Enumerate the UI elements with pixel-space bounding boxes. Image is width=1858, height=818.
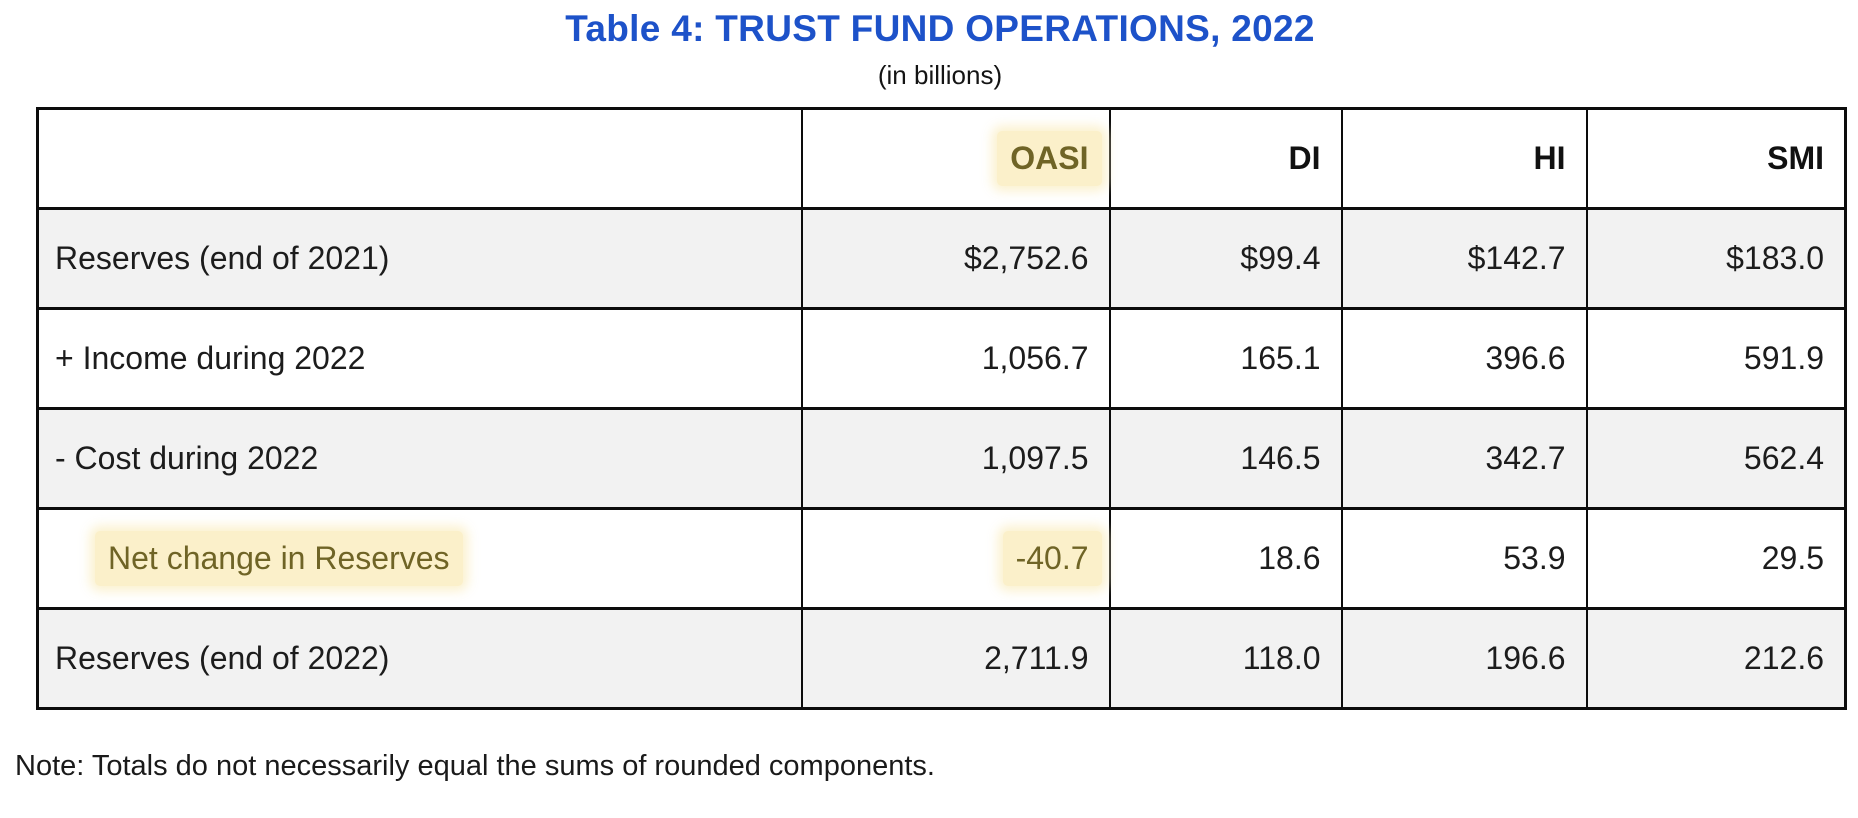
cell-smi: $183.0: [1585, 206, 1847, 310]
table-subtitle: (in billions): [877, 59, 1003, 90]
cell-smi: 591.9: [1585, 306, 1847, 410]
trust-fund-operations-table: OASI DI HI SMI Reserves (end of 2021) $2…: [36, 106, 1847, 710]
header-cell-hi: HI: [1340, 106, 1588, 210]
table-row-income-2022: + Income during 2022 1,056.7 165.1 396.6…: [36, 306, 1847, 410]
table-row-reserves-2021: Reserves (end of 2021) $2,752.6 $99.4 $1…: [36, 206, 1847, 310]
header-cell-oasi: OASI: [800, 106, 1111, 210]
cell-oasi: 1,097.5: [800, 406, 1111, 510]
cell-smi: 29.5: [1585, 506, 1847, 610]
cell-oasi: $2,752.6: [800, 206, 1111, 310]
row-label: Reserves (end of 2021): [36, 206, 803, 310]
header-row: OASI DI HI SMI: [36, 106, 1847, 210]
cell-oasi: 1,056.7: [800, 306, 1111, 410]
header-cell-empty: [36, 106, 803, 210]
table-row-reserves-2022: Reserves (end of 2022) 2,711.9 118.0 196…: [36, 606, 1847, 710]
row-label: + Income during 2022: [36, 306, 803, 410]
cell-hi: $142.7: [1340, 206, 1588, 310]
table-note: Note: Totals do not necessarily equal th…: [15, 749, 935, 782]
cell-oasi: -40.7: [800, 506, 1111, 610]
cell-di: 118.0: [1108, 606, 1343, 710]
header-cell-smi: SMI: [1585, 106, 1847, 210]
row-label: Reserves (end of 2022): [36, 606, 803, 710]
header-cell-di: DI: [1108, 106, 1343, 210]
cell-hi: 53.9: [1340, 506, 1588, 610]
table-row-net-change: Net change in Reserves -40.7 18.6 53.9 2…: [36, 506, 1847, 610]
table-header-area: Table 4: TRUST FUND OPERATIONS, 2022 (in…: [36, 8, 1844, 91]
net-change-label-highlight: Net change in Reserves: [95, 530, 463, 586]
table-title: Table 4: TRUST FUND OPERATIONS, 2022: [565, 8, 1315, 49]
cell-smi: 212.6: [1585, 606, 1847, 710]
table-row-cost-2022: - Cost during 2022 1,097.5 146.5 342.7 5…: [36, 406, 1847, 510]
cell-hi: 196.6: [1340, 606, 1588, 710]
cell-hi: 396.6: [1340, 306, 1588, 410]
net-change-oasi-highlight: -40.7: [1002, 530, 1102, 586]
cell-hi: 342.7: [1340, 406, 1588, 510]
row-label: - Cost during 2022: [36, 406, 803, 510]
cell-di: 146.5: [1108, 406, 1343, 510]
cell-di: $99.4: [1108, 206, 1343, 310]
cell-di: 165.1: [1108, 306, 1343, 410]
oasi-header-highlight: OASI: [997, 130, 1102, 186]
cell-smi: 562.4: [1585, 406, 1847, 510]
cell-oasi: 2,711.9: [800, 606, 1111, 710]
row-label: Net change in Reserves: [36, 506, 803, 610]
cell-di: 18.6: [1108, 506, 1343, 610]
